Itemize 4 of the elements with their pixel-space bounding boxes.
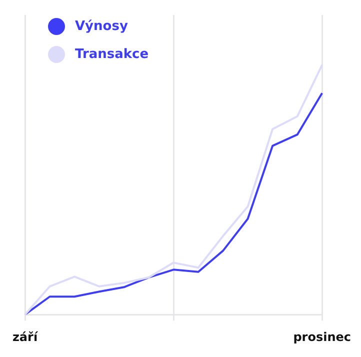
x-tick-label: prosinec (293, 330, 352, 344)
legend-label: Výnosy (75, 18, 128, 34)
legend-label: Transakce (75, 46, 149, 62)
x-tick-label: září (12, 330, 38, 344)
